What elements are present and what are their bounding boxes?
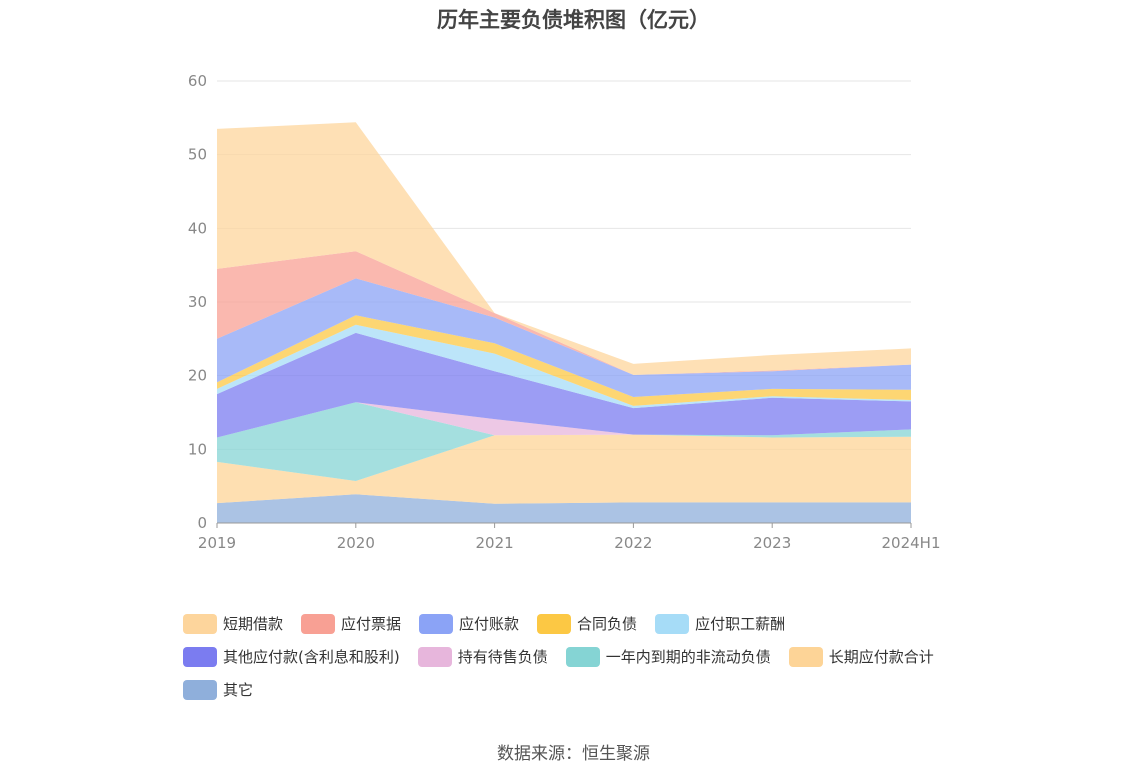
- legend-label: 应付账款: [459, 615, 520, 633]
- x-tick-label: 2019: [198, 534, 236, 552]
- legend-item[interactable]: 应付账款: [419, 613, 519, 634]
- x-tick-label: 2024H1: [882, 534, 941, 552]
- legend-label: 应付票据: [341, 615, 402, 633]
- legend-label: 其它: [223, 681, 254, 699]
- legend-swatch: [788, 646, 823, 667]
- x-tick-label: 2023: [753, 534, 791, 552]
- legend-swatch: [183, 679, 217, 700]
- y-tick-label: 30: [188, 293, 207, 311]
- area-长期应付款合计: [217, 434, 911, 504]
- legend-row: 短期借款 应付票据 应付账款 合同负债 应付职工薪酬: [183, 607, 1003, 640]
- y-tick-label: 60: [188, 72, 207, 90]
- legend-swatch: [565, 646, 600, 667]
- legend-row: 其他应付款(含利息和股利) 持有待售负债 一年内到期的非流动负债 长期应付款合计: [183, 640, 1003, 673]
- legend-item[interactable]: 应付票据: [301, 613, 401, 634]
- legend-swatch: [419, 613, 454, 634]
- x-tick-label: 2022: [614, 534, 652, 552]
- legend-swatch: [183, 613, 217, 634]
- stacked-area-chart: 0 10 20 30 40 50 60 2019 2020 2021 2022 2023 2024H1: [188, 72, 941, 552]
- legend-label: 合同负债: [577, 615, 638, 633]
- legend-swatch: [537, 613, 572, 634]
- area-其他应付款(含利息和股利): [217, 332, 911, 438]
- area-合同负债: [217, 315, 911, 406]
- area-持有待售负债: [217, 402, 911, 438]
- legend-item[interactable]: 其它: [183, 679, 253, 700]
- legend-item[interactable]: 短期借款: [183, 613, 283, 634]
- x-tick-label: 2020: [337, 534, 375, 552]
- legend-swatch: [301, 613, 336, 634]
- area-短期借款: [217, 122, 911, 375]
- y-tick-label: 20: [188, 367, 207, 385]
- chart-title: 历年主要负债堆积图（亿元）: [437, 8, 710, 32]
- y-tick-label: 10: [188, 440, 207, 458]
- legend-item[interactable]: 合同负债: [537, 613, 637, 634]
- legend-label: 持有待售负债: [457, 648, 548, 666]
- area-series: [217, 122, 911, 523]
- area-其它: [217, 494, 911, 523]
- y-tick-label: 50: [188, 146, 207, 164]
- legend-item[interactable]: 应付职工薪酬: [655, 613, 785, 634]
- legend-label: 短期借款: [223, 615, 284, 633]
- area-一年内到期的非流动负债: [217, 402, 911, 481]
- axes: 0 10 20 30 40 50 60 2019 2020 2021 2022 2023 2024H1: [188, 72, 941, 552]
- legend-label: 应付职工薪酬: [695, 615, 786, 633]
- legend-swatch: [655, 613, 690, 634]
- legend-label: 其他应付款(含利息和股利): [223, 648, 400, 666]
- legend-item[interactable]: 长期应付款合计: [788, 646, 934, 667]
- legend-item[interactable]: 其他应付款(含利息和股利): [183, 646, 400, 667]
- area-应付票据: [217, 251, 911, 375]
- data-source: 数据来源：恒生聚源: [497, 744, 650, 764]
- legend-label: 一年内到期的非流动负债: [605, 648, 771, 666]
- legend-row: 其它: [183, 673, 1003, 706]
- legend-label: 长期应付款合计: [828, 648, 934, 666]
- legend: 短期借款 应付票据 应付账款 合同负债 应付职工薪酬其他应付款(含利息和股利) 持有待售负…: [183, 607, 1003, 706]
- legend-item[interactable]: 一年内到期的非流动负债: [565, 646, 771, 667]
- legend-swatch: [183, 646, 217, 667]
- legend-swatch: [417, 646, 452, 667]
- x-tick-label: 2021: [476, 534, 514, 552]
- y-tick-label: 40: [188, 219, 207, 237]
- area-应付账款: [217, 278, 911, 397]
- y-tick-label: 0: [197, 514, 207, 532]
- legend-item[interactable]: 持有待售负债: [417, 646, 548, 667]
